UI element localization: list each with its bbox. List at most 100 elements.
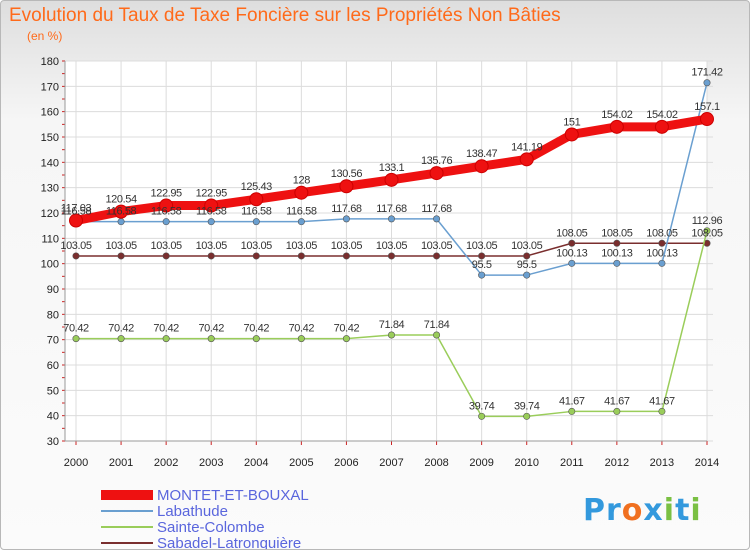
x-tick-label: 2006	[334, 457, 358, 469]
x-tick-label: 2000	[64, 457, 88, 469]
data-label-sabadel: 103.05	[331, 240, 363, 252]
data-point-sainte-colombe	[387, 331, 395, 339]
y-tick-label: 80	[47, 309, 59, 321]
data-label-montet: 120.54	[105, 194, 137, 206]
data-label-sabadel: 108.05	[556, 227, 588, 239]
data-label-montet: 154.02	[601, 109, 633, 121]
data-label-labathude: 100.13	[646, 247, 678, 259]
data-label-sabadel: 103.05	[196, 240, 228, 252]
data-label-montet: 117.03	[61, 203, 92, 215]
data-label-labathude: 116.58	[196, 206, 227, 218]
data-label-labathude: 116.58	[106, 206, 137, 218]
y-tick-label: 140	[41, 157, 59, 169]
x-tick-label: 2003	[199, 457, 223, 469]
data-label-labathude: 116.58	[61, 206, 92, 218]
data-label-sainte-colombe: 70.42	[153, 323, 179, 335]
data-label-labathude: 95.5	[517, 259, 537, 271]
data-label-sainte-colombe: 70.42	[244, 323, 270, 335]
data-label-sabadel: 103.05	[511, 240, 543, 252]
data-label-montet: 157.1	[694, 101, 720, 113]
data-label-sabadel: 103.05	[421, 240, 453, 252]
legend-label-sainte-colombe: Sainte-Colombe	[157, 518, 265, 536]
data-point-sabadel	[568, 239, 576, 247]
y-tick-label: 40	[47, 411, 59, 423]
data-label-sabadel: 108.05	[601, 227, 633, 239]
data-point-montet	[114, 204, 129, 219]
data-point-montet	[429, 166, 444, 181]
data-point-sabadel	[297, 252, 305, 260]
x-tick-label: 2014	[695, 457, 719, 469]
data-point-sabadel	[478, 252, 486, 260]
data-point-montet	[204, 198, 219, 213]
y-tick-label: 70	[47, 335, 59, 347]
data-label-sainte-colombe: 71.84	[379, 319, 405, 331]
data-point-labathude	[117, 218, 125, 226]
data-label-labathude: 100.13	[556, 247, 588, 259]
data-label-sainte-colombe: 41.67	[559, 395, 585, 407]
legend-label-labathude: Labathude	[157, 502, 228, 520]
data-point-labathude	[297, 218, 305, 226]
data-point-sabadel	[162, 252, 170, 260]
x-tick-label: 2007	[379, 457, 403, 469]
x-tick-label: 2002	[154, 457, 178, 469]
data-point-sainte-colombe	[433, 331, 441, 339]
y-tick-label: 100	[41, 259, 59, 271]
data-point-sainte-colombe	[117, 335, 125, 343]
data-label-sainte-colombe: 70.42	[108, 323, 134, 335]
data-point-sainte-colombe	[162, 335, 170, 343]
data-label-sabadel: 103.05	[286, 240, 318, 252]
data-point-labathude	[613, 259, 621, 267]
data-point-labathude	[523, 271, 531, 279]
data-point-sainte-colombe	[297, 335, 305, 343]
data-point-montet	[384, 172, 399, 187]
x-tick-label: 2013	[650, 457, 674, 469]
data-label-sainte-colombe: 70.42	[63, 323, 89, 335]
data-label-sabadel: 103.05	[376, 240, 408, 252]
data-point-labathude	[387, 215, 395, 223]
data-point-labathude	[207, 218, 215, 226]
data-point-sabadel	[252, 252, 260, 260]
data-point-sainte-colombe	[207, 335, 215, 343]
y-tick-label: 50	[47, 385, 59, 397]
data-point-sainte-colombe	[342, 335, 350, 343]
data-point-labathude	[703, 79, 711, 87]
plot-area	[65, 61, 707, 441]
data-label-montet: 138.47	[466, 148, 498, 160]
data-point-sabadel	[433, 252, 441, 260]
chart-title: Evolution du Taux de Taxe Foncière sur l…	[9, 5, 561, 26]
data-point-labathude	[252, 218, 260, 226]
data-point-montet	[339, 179, 354, 194]
y-tick-label: 30	[47, 436, 59, 448]
data-label-sabadel: 103.05	[151, 240, 183, 252]
data-label-sabadel: 108.05	[646, 227, 678, 239]
data-point-sabadel	[523, 252, 531, 260]
data-point-labathude	[478, 271, 486, 279]
data-label-labathude: 95.5	[472, 259, 492, 271]
data-label-montet: 141.19	[511, 141, 543, 153]
data-point-montet	[654, 119, 669, 134]
data-label-sainte-colombe: 41.67	[604, 395, 630, 407]
x-tick-label: 2004	[244, 457, 268, 469]
legend-item: Sainte-Colombe	[101, 518, 309, 536]
x-tick-label: 2005	[289, 457, 313, 469]
x-tick-label: 2009	[469, 457, 493, 469]
y-tick-label: 110	[41, 233, 59, 245]
data-label-montet: 122.95	[196, 188, 228, 200]
data-point-sainte-colombe	[658, 407, 666, 415]
data-point-labathude	[342, 215, 350, 223]
data-point-labathude	[433, 215, 441, 223]
data-label-sabadel: 103.05	[60, 240, 92, 252]
data-point-montet	[474, 159, 489, 174]
data-point-montet	[519, 152, 534, 167]
data-label-montet: 133.1	[379, 162, 405, 174]
data-label-montet: 122.95	[151, 188, 183, 200]
data-label-montet: 151	[563, 116, 580, 128]
data-label-sabadel: 103.05	[241, 240, 273, 252]
data-point-montet	[249, 192, 264, 207]
data-label-montet: 154.02	[646, 109, 678, 121]
data-label-labathude: 116.58	[241, 206, 272, 218]
legend-label-sabadel: Sabadel-Latronquière	[157, 534, 302, 550]
data-label-sainte-colombe: 39.74	[514, 400, 540, 412]
